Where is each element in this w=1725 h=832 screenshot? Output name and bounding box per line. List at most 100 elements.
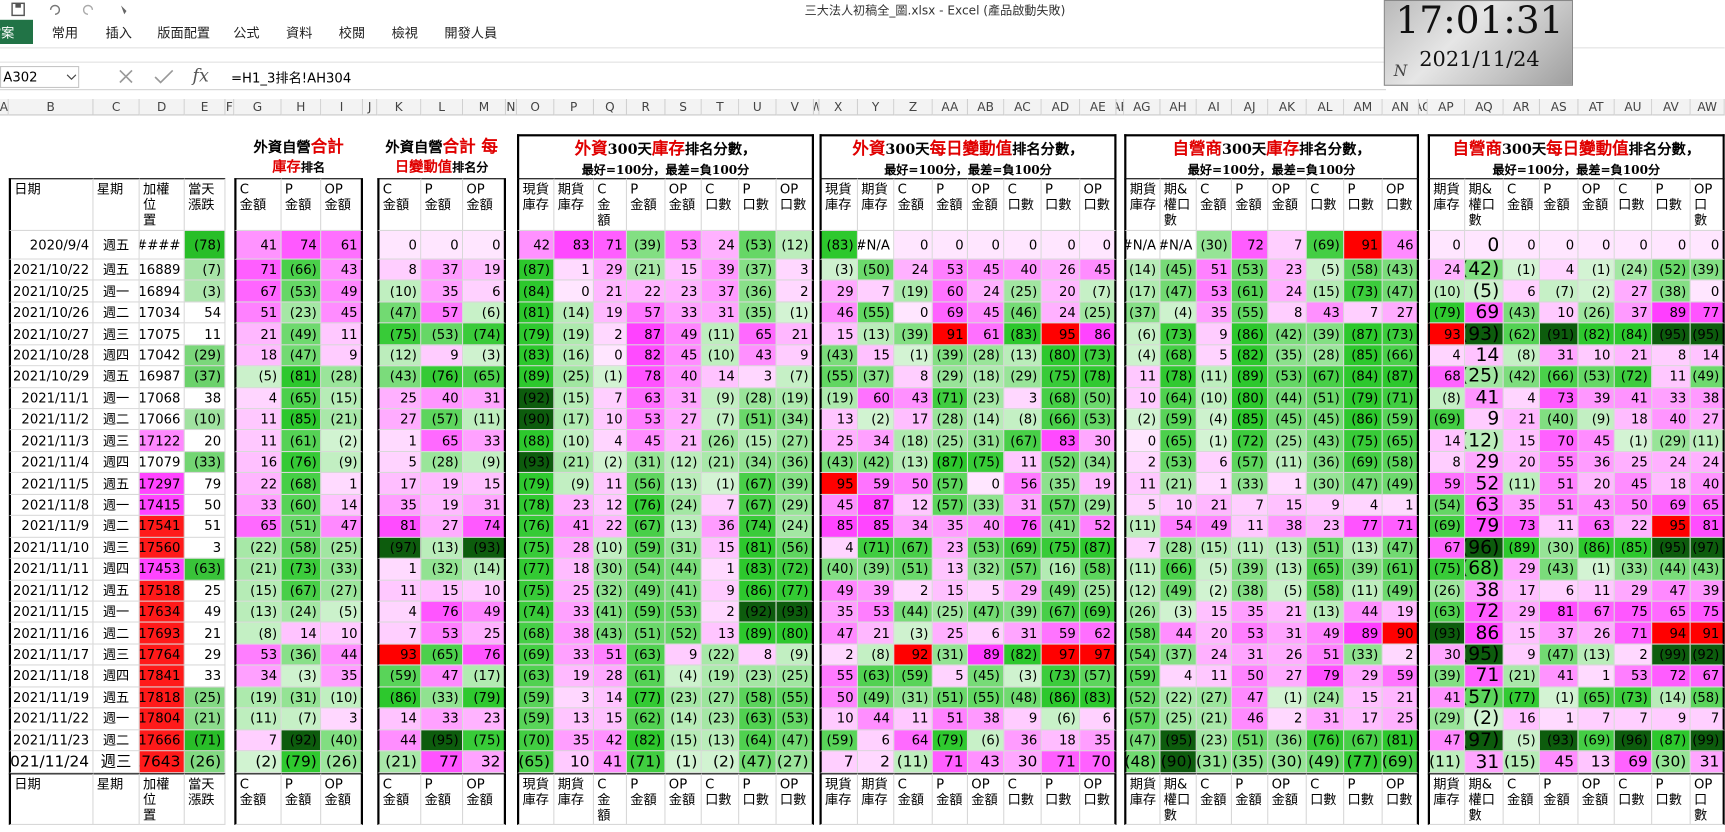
data-cell: 81 [1690,516,1725,538]
data-cell: 22 [1614,516,1653,538]
data-cell: (87) [1652,729,1691,752]
data-cell: 11 [1124,366,1161,388]
data-cell: 1 [1578,665,1615,688]
data-cell: 2021/10/25 [8,280,94,303]
data-cell: (49) [1160,580,1197,602]
data-cell: (43) [1382,259,1419,281]
data-cell: (28) [739,387,777,410]
data-cell: 69 [1614,751,1653,774]
group-title: 外資300天每日變動值排名分數， 最好=100分，最差=負100分 [819,134,1117,179]
data-cell: 1 [377,558,422,581]
data-cell: 71 [1041,751,1081,774]
data-cell: 28 [554,537,594,559]
data-cell: 20 [1578,473,1615,495]
data-cell: (82) [627,729,666,752]
tab[interactable]: 資料 [286,25,313,41]
tab[interactable]: 插入 [105,25,133,41]
column-letter: AK [1268,99,1307,116]
data-cell: 10 [554,751,594,774]
data-cell: 10 [1578,345,1615,367]
data-cell: (53) [1268,366,1307,388]
clock-widget: 17:01:31 2021/11/24 N [1383,0,1573,86]
data-cell: (25) [321,537,363,559]
data-cell: 75 [1614,601,1653,624]
title-part: 排名分 [452,160,489,175]
data-cell: 34 [234,665,282,688]
function-icon[interactable]: fx [192,64,209,86]
data-cell: (37) [184,366,226,388]
data-cell: (9) [554,473,594,495]
data-cell: 17804 [139,708,185,730]
tab[interactable]: 校閱 [338,25,366,41]
data-cell: (53) [665,601,702,624]
data-cell: (26) [1124,601,1161,624]
data-cell: 10 [321,623,363,645]
data-cell: 17634 [139,601,185,624]
data-cell: (8) [1427,387,1466,410]
data-cell: 15 [819,323,858,346]
data-cell: (67) [627,516,666,538]
data-cell: (25) [932,430,968,452]
data-cell: 17560 [139,537,185,559]
data-cell: (33) [1614,558,1653,581]
clock-logo: N [1393,62,1408,81]
data-cell: 35 [377,494,422,517]
column-letter: Y [858,99,895,116]
data-cell: (25) [1004,280,1042,303]
data-cell: 25 [463,623,506,645]
data-cell: (67) [1004,430,1042,452]
data-cell: 11 [377,580,422,602]
data-cell: 2021/11/16 [8,623,94,645]
name-box[interactable]: A302 [0,66,80,88]
data-cell: 49 [1196,516,1232,538]
data-cell: (77) [627,687,666,709]
column-header: 期貨 庫存 [1427,773,1466,825]
tab[interactable]: 檔案 [0,25,15,41]
column-letter: J [363,99,378,116]
data-cell: (86) [1578,537,1615,559]
data-cell: (2) [1465,708,1504,730]
data-cell: 12 [594,494,627,517]
data-cell: 81 [1540,601,1579,624]
column-header: 期貨 庫存 [554,178,594,231]
data-cell: (24) [776,516,814,538]
data-cell: (84) [517,280,555,303]
column-header: P 金額 [932,773,968,825]
data-cell: (69) [1382,751,1419,774]
data-cell: (69) [1080,601,1117,624]
data-cell: (95) [1465,644,1504,666]
data-cell: 17643 [139,751,185,774]
data-cell: 51 [1540,473,1579,495]
data-cell: 9 [1004,708,1042,730]
data-cell: 21 [234,323,282,346]
tab[interactable]: 常用 [51,25,79,41]
data-cell: (57) [1124,708,1161,730]
title-part: 自營商 [1452,138,1502,159]
data-cell: (25) [1160,708,1197,730]
data-cell: (39) [627,231,666,260]
data-cell: (77) [1344,751,1383,774]
data-cell: 53 [1196,280,1232,303]
data-cell: (86) [739,580,777,602]
data-cell: 2021/11/8 [8,494,94,517]
data-cell: (13) [1578,644,1615,666]
data-cell: 2 [1382,644,1419,666]
data-cell: 40 [1004,259,1042,281]
data-cell: 5 [968,580,1005,602]
tab[interactable]: 開發人員 [444,25,498,41]
tab[interactable]: 檢視 [391,25,419,41]
data-cell: 2 [776,280,814,303]
tab[interactable]: 版面配置 [157,25,211,41]
data-cell: (58) [739,687,777,709]
data-cell: (97) [377,537,422,559]
tab[interactable]: 公式 [233,25,260,41]
data-cell: (93) [1465,323,1504,346]
data-cell: 週一 [93,601,140,624]
data-cell: 14 [1690,345,1725,367]
data-cell: 46 [819,302,858,324]
data-cell: (12) [665,451,702,474]
data-cell: 93 [1427,323,1466,346]
data-cell: (21) [1503,665,1540,688]
data-cell: 65 [421,430,464,452]
data-cell: (75) [517,537,555,559]
